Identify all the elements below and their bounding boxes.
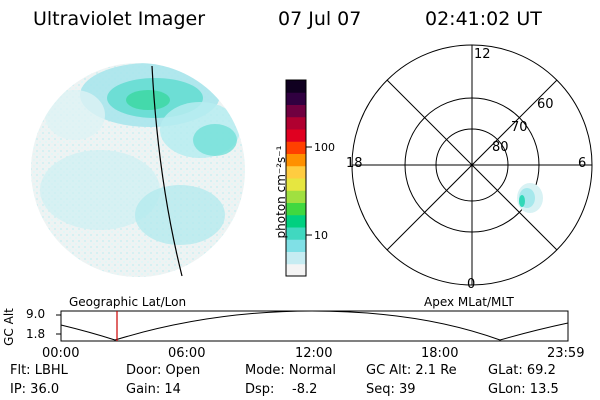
colorbar bbox=[286, 80, 306, 277]
time-label: 02:41:02 UT bbox=[425, 8, 542, 30]
colorbar-segment bbox=[286, 214, 306, 228]
status-dsp-value: -8.2 bbox=[292, 382, 318, 397]
mlt-label-0: 0 bbox=[467, 277, 476, 292]
status-gain: Gain: 14 bbox=[126, 382, 181, 397]
polar-diagonal-2 bbox=[386, 79, 558, 251]
status-mode: Mode: Normal bbox=[245, 363, 336, 378]
colorbar-segment bbox=[286, 80, 306, 93]
mlt-label-12: 12 bbox=[474, 47, 491, 62]
colorbar-segment bbox=[286, 141, 306, 154]
timeline-xtick-0000: 00:00 bbox=[42, 346, 80, 361]
colorbar-segment bbox=[286, 251, 306, 265]
timeline-ytick-label-bottom: 1.8 bbox=[26, 327, 46, 341]
timeline-xtick-2359: 23:59 bbox=[547, 346, 585, 361]
date-label: 07 Jul 07 bbox=[278, 8, 362, 30]
colorbar-segment bbox=[286, 190, 306, 203]
colorbar-segment bbox=[286, 202, 306, 216]
colorbar-segment bbox=[286, 153, 306, 167]
mlt-label-6: 6 bbox=[578, 156, 587, 171]
lat-label-60: 60 bbox=[537, 97, 554, 112]
lat-label-70: 70 bbox=[511, 120, 528, 135]
app-title: Ultraviolet Imager bbox=[33, 8, 206, 30]
timeline-frame bbox=[60, 310, 569, 342]
colorbar-segment bbox=[286, 104, 306, 118]
colorbar-segment bbox=[286, 263, 306, 277]
polar-plot bbox=[351, 44, 593, 286]
colorbar-segment bbox=[286, 165, 306, 179]
timeline-right-title: Apex MLat/MLT bbox=[424, 295, 514, 309]
colorbar-segment bbox=[286, 178, 306, 191]
status-seq: Seq: 39 bbox=[366, 382, 416, 397]
timeline-ytick-label-top: 9.0 bbox=[26, 307, 46, 321]
timeline-left-title: Geographic Lat/Lon bbox=[69, 295, 187, 309]
colorbar-frame bbox=[285, 79, 307, 277]
status-glon: GLon: 13.5 bbox=[488, 382, 559, 397]
uv-image-disc bbox=[31, 63, 245, 277]
timeline-plot bbox=[56, 310, 569, 342]
lat-label-80: 80 bbox=[492, 140, 509, 155]
status-door: Door: Open bbox=[126, 363, 201, 378]
timeline-xtick-0600: 06:00 bbox=[168, 346, 206, 361]
mlt-label-18: 18 bbox=[346, 156, 363, 171]
timeline-y-axis-label: GC Alt bbox=[2, 308, 16, 346]
colorbar-units-label: photon cm⁻²s⁻¹ bbox=[274, 145, 288, 239]
aurora-emission bbox=[40, 63, 240, 245]
colorbar-segment bbox=[286, 239, 306, 252]
polar-aurora-spot bbox=[517, 183, 543, 213]
status-filter: Flt: LBHL bbox=[10, 363, 68, 378]
timeline-xtick-1200: 12:00 bbox=[295, 346, 333, 361]
colorbar-label-10: 10 bbox=[314, 229, 328, 242]
colorbar-label-100: 100 bbox=[314, 141, 335, 154]
colorbar-segment bbox=[286, 92, 306, 105]
colorbar-segment bbox=[286, 129, 306, 142]
colorbar-segment bbox=[286, 227, 306, 240]
altitude-curve bbox=[60, 310, 569, 341]
status-glat: GLat: 69.2 bbox=[488, 363, 556, 378]
status-gc-alt: GC Alt: 2.1 Re bbox=[366, 363, 457, 378]
status-ip: IP: 36.0 bbox=[10, 382, 60, 397]
terminator-line bbox=[151, 65, 183, 277]
status-dsp-label: Dsp: bbox=[245, 382, 275, 397]
colorbar-segment bbox=[286, 116, 306, 130]
timeline-xtick-1800: 18:00 bbox=[421, 346, 459, 361]
